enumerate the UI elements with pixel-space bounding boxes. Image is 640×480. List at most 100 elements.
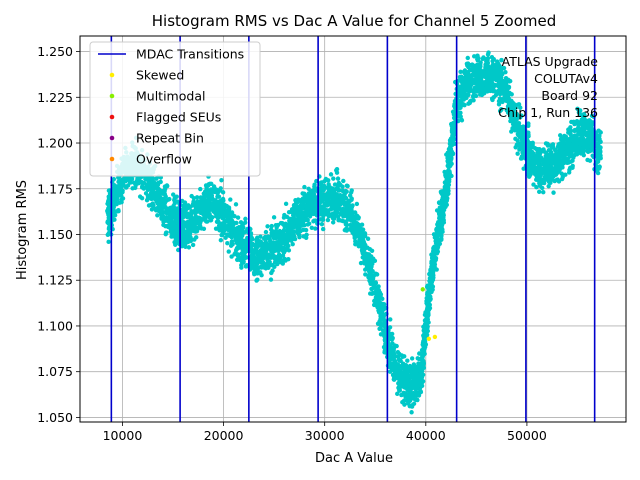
data-point bbox=[471, 54, 477, 59]
data-point bbox=[585, 148, 590, 153]
data-point bbox=[594, 133, 599, 139]
data-point bbox=[262, 243, 267, 248]
data-point bbox=[111, 176, 117, 182]
data-point bbox=[112, 201, 117, 206]
data-point bbox=[144, 177, 149, 182]
data-point bbox=[359, 222, 365, 227]
data-point bbox=[430, 272, 436, 277]
data-point bbox=[302, 184, 307, 190]
data-point bbox=[540, 185, 545, 191]
data-point bbox=[358, 227, 364, 233]
data-point bbox=[320, 217, 325, 223]
data-point bbox=[429, 261, 434, 266]
data-point bbox=[586, 130, 591, 135]
data-point bbox=[182, 200, 188, 205]
data-point bbox=[230, 212, 235, 217]
data-point bbox=[389, 331, 395, 337]
data-point bbox=[559, 171, 565, 176]
data-point bbox=[561, 160, 567, 166]
data-point bbox=[202, 215, 207, 220]
data-point bbox=[434, 208, 440, 213]
data-point bbox=[545, 160, 550, 166]
data-point bbox=[405, 396, 410, 402]
data-point bbox=[596, 147, 602, 152]
data-point bbox=[358, 235, 363, 241]
data-point bbox=[411, 401, 417, 406]
data-point bbox=[475, 81, 480, 86]
data-point bbox=[476, 63, 481, 68]
data-point bbox=[196, 215, 202, 220]
data-point bbox=[387, 352, 392, 358]
data-point bbox=[294, 217, 299, 223]
data-point bbox=[152, 195, 157, 200]
data-point bbox=[566, 145, 572, 150]
data-point bbox=[226, 227, 231, 232]
data-point bbox=[485, 52, 491, 57]
data-point bbox=[457, 77, 462, 83]
data-point bbox=[161, 222, 166, 228]
data-point bbox=[388, 317, 393, 322]
data-point bbox=[535, 152, 541, 158]
data-point bbox=[562, 156, 567, 162]
data-point bbox=[209, 181, 214, 187]
data-point bbox=[557, 133, 563, 138]
data-point bbox=[413, 385, 419, 390]
data-point bbox=[332, 205, 338, 210]
data-point bbox=[401, 392, 406, 397]
data-point bbox=[348, 209, 353, 214]
data-point bbox=[505, 93, 511, 98]
data-point bbox=[342, 227, 348, 233]
data-point bbox=[500, 86, 505, 91]
data-point bbox=[322, 179, 327, 184]
data-point bbox=[210, 197, 216, 202]
data-point bbox=[218, 186, 223, 191]
data-point bbox=[331, 176, 336, 181]
data-point bbox=[575, 106, 580, 112]
data-point bbox=[575, 151, 580, 156]
data-point bbox=[229, 239, 235, 244]
data-point bbox=[496, 102, 502, 107]
data-point bbox=[318, 186, 323, 191]
data-point bbox=[465, 55, 470, 61]
data-point bbox=[155, 213, 160, 218]
data-point bbox=[127, 180, 133, 185]
data-point bbox=[269, 243, 275, 249]
data-point bbox=[235, 252, 240, 257]
data-point bbox=[368, 256, 373, 262]
data-point bbox=[587, 135, 593, 140]
data-point bbox=[496, 82, 501, 87]
data-point bbox=[243, 216, 248, 222]
data-point bbox=[186, 239, 191, 244]
data-point bbox=[395, 354, 401, 360]
data-point bbox=[508, 118, 513, 124]
data-point bbox=[220, 196, 226, 202]
data-point bbox=[427, 306, 432, 311]
x-tick-label: 30000 bbox=[305, 428, 345, 443]
data-point bbox=[281, 233, 286, 239]
data-point bbox=[287, 227, 292, 232]
data-point bbox=[422, 346, 427, 352]
data-point bbox=[180, 229, 185, 234]
data-point bbox=[550, 160, 556, 165]
data-point bbox=[439, 197, 445, 203]
data-point bbox=[334, 166, 340, 172]
data-point bbox=[130, 186, 135, 191]
data-point bbox=[518, 105, 523, 110]
data-point bbox=[188, 215, 193, 220]
data-point bbox=[259, 263, 264, 269]
data-point bbox=[124, 177, 129, 183]
data-point bbox=[120, 196, 126, 201]
data-point bbox=[172, 234, 177, 239]
data-point bbox=[424, 332, 430, 338]
data-point bbox=[516, 102, 522, 107]
data-point bbox=[410, 365, 415, 371]
data-point bbox=[172, 201, 177, 206]
data-point bbox=[467, 81, 472, 86]
data-point bbox=[534, 184, 539, 190]
data-point bbox=[112, 217, 117, 222]
data-point bbox=[553, 148, 558, 153]
data-point bbox=[496, 61, 501, 67]
data-point bbox=[204, 219, 209, 224]
data-point bbox=[376, 284, 381, 289]
data-point bbox=[475, 56, 480, 62]
